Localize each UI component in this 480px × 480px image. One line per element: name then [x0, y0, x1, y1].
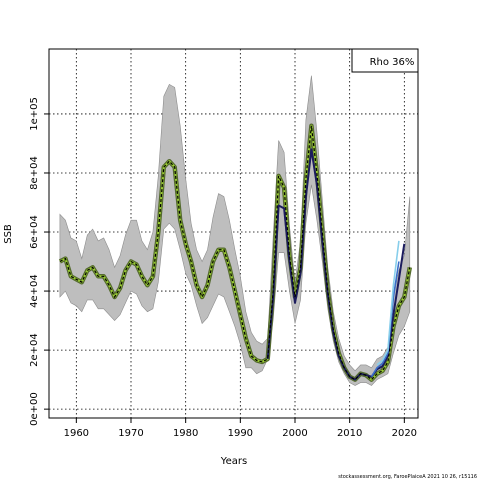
x-axis: 1960 1970 1980 1990 2000 2010 2020	[64, 418, 417, 439]
x-tick-label-5: 2010	[337, 428, 362, 439]
x-tick-label-0: 1960	[64, 428, 89, 439]
x-tick-label-2: 1980	[173, 428, 198, 439]
series-peel-blue-line	[370, 261, 400, 378]
series-peel-light-line	[376, 240, 400, 366]
y-axis-title: SSB	[3, 224, 14, 244]
y-tick-label-5: 1e+05	[29, 97, 40, 131]
legend-box: Rho 36%	[351, 48, 419, 73]
y-tick-label-0: 0e+00	[29, 392, 40, 426]
series-peel-dark-line	[266, 148, 406, 381]
x-axis-title: Years	[220, 456, 247, 467]
plot-frame	[48, 48, 419, 419]
y-tick-label-3: 6e+04	[29, 215, 40, 249]
x-tick-label-1: 1970	[118, 428, 143, 439]
confidence-band	[59, 75, 411, 386]
y-tick-label-4: 8e+04	[29, 156, 40, 190]
footer-note: stockassessment.org, FaroePlaiceA 2021 1…	[338, 474, 477, 480]
y-tick-label-2: 4e+04	[29, 274, 40, 308]
series-main-dashed	[59, 125, 411, 381]
x-tick-label-6: 2020	[392, 428, 417, 439]
y-axis: 0e+00 2e+04 4e+04 6e+04 8e+04 1e+05	[29, 97, 49, 426]
grid-lines	[49, 49, 418, 418]
x-tick-label-3: 1990	[228, 428, 253, 439]
y-tick-label-1: 2e+04	[29, 333, 40, 367]
legend-text: Rho 36%	[370, 57, 415, 68]
series-lines	[58, 123, 413, 382]
x-tick-label-4: 2000	[282, 428, 307, 439]
